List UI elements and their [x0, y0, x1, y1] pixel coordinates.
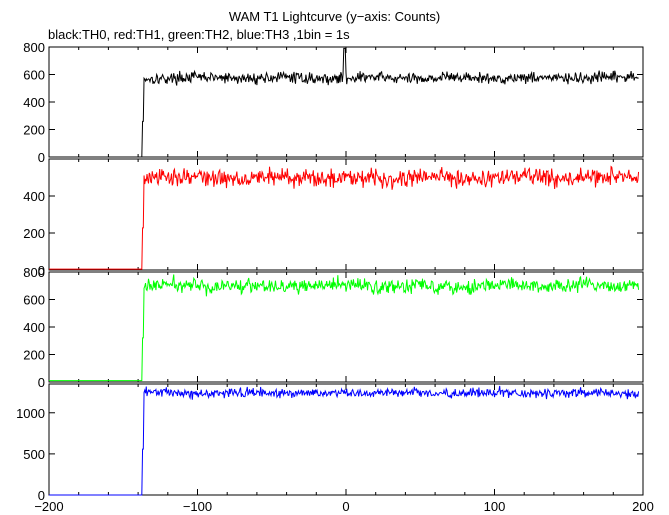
y-tick-label: 400	[23, 189, 45, 204]
y-tick-label: 600	[23, 293, 45, 308]
x-tick-label: 0	[342, 499, 349, 514]
y-tick-label: 200	[23, 123, 45, 138]
panel-th3: 0 500 1000	[16, 383, 644, 503]
y-tick-label: 500	[23, 447, 45, 462]
panel-th2: 0 200 400 600 800	[23, 265, 644, 390]
x-tick-label: 200	[632, 499, 654, 514]
x-tick-label: 100	[484, 499, 506, 514]
series-line-th0	[49, 47, 639, 158]
series-line-th2	[49, 274, 640, 382]
panel-th1: 0 200 400	[23, 158, 644, 278]
series-line-th3	[49, 385, 640, 496]
y-tick-label: 800	[23, 40, 45, 55]
y-tick-label: 400	[23, 320, 45, 335]
y-tick-label: 200	[23, 226, 45, 241]
y-tick-label: 800	[23, 265, 45, 280]
chart-title: WAM T1 Lightcurve (y−axis: Counts)	[228, 9, 441, 24]
y-tick-label: 0	[38, 263, 45, 278]
panel-frame	[48, 383, 644, 496]
y-tick-label: 600	[23, 68, 45, 83]
y-tick-label: 200	[23, 348, 45, 363]
y-tick-label: 0	[38, 488, 45, 503]
panel-th0: 0 200 400 600 800	[23, 40, 644, 165]
chart-subtitle: black:TH0, red:TH1, green:TH2, blue:TH3 …	[48, 27, 350, 42]
y-tick-label: 0	[38, 150, 45, 165]
x-tick-label: −200	[34, 499, 63, 514]
series-line-th1	[49, 165, 640, 270]
y-tick-label: 0	[38, 375, 45, 390]
y-tick-label: 400	[23, 95, 45, 110]
y-tick-label: 1000	[16, 406, 45, 421]
x-tick-label: −100	[183, 499, 212, 514]
